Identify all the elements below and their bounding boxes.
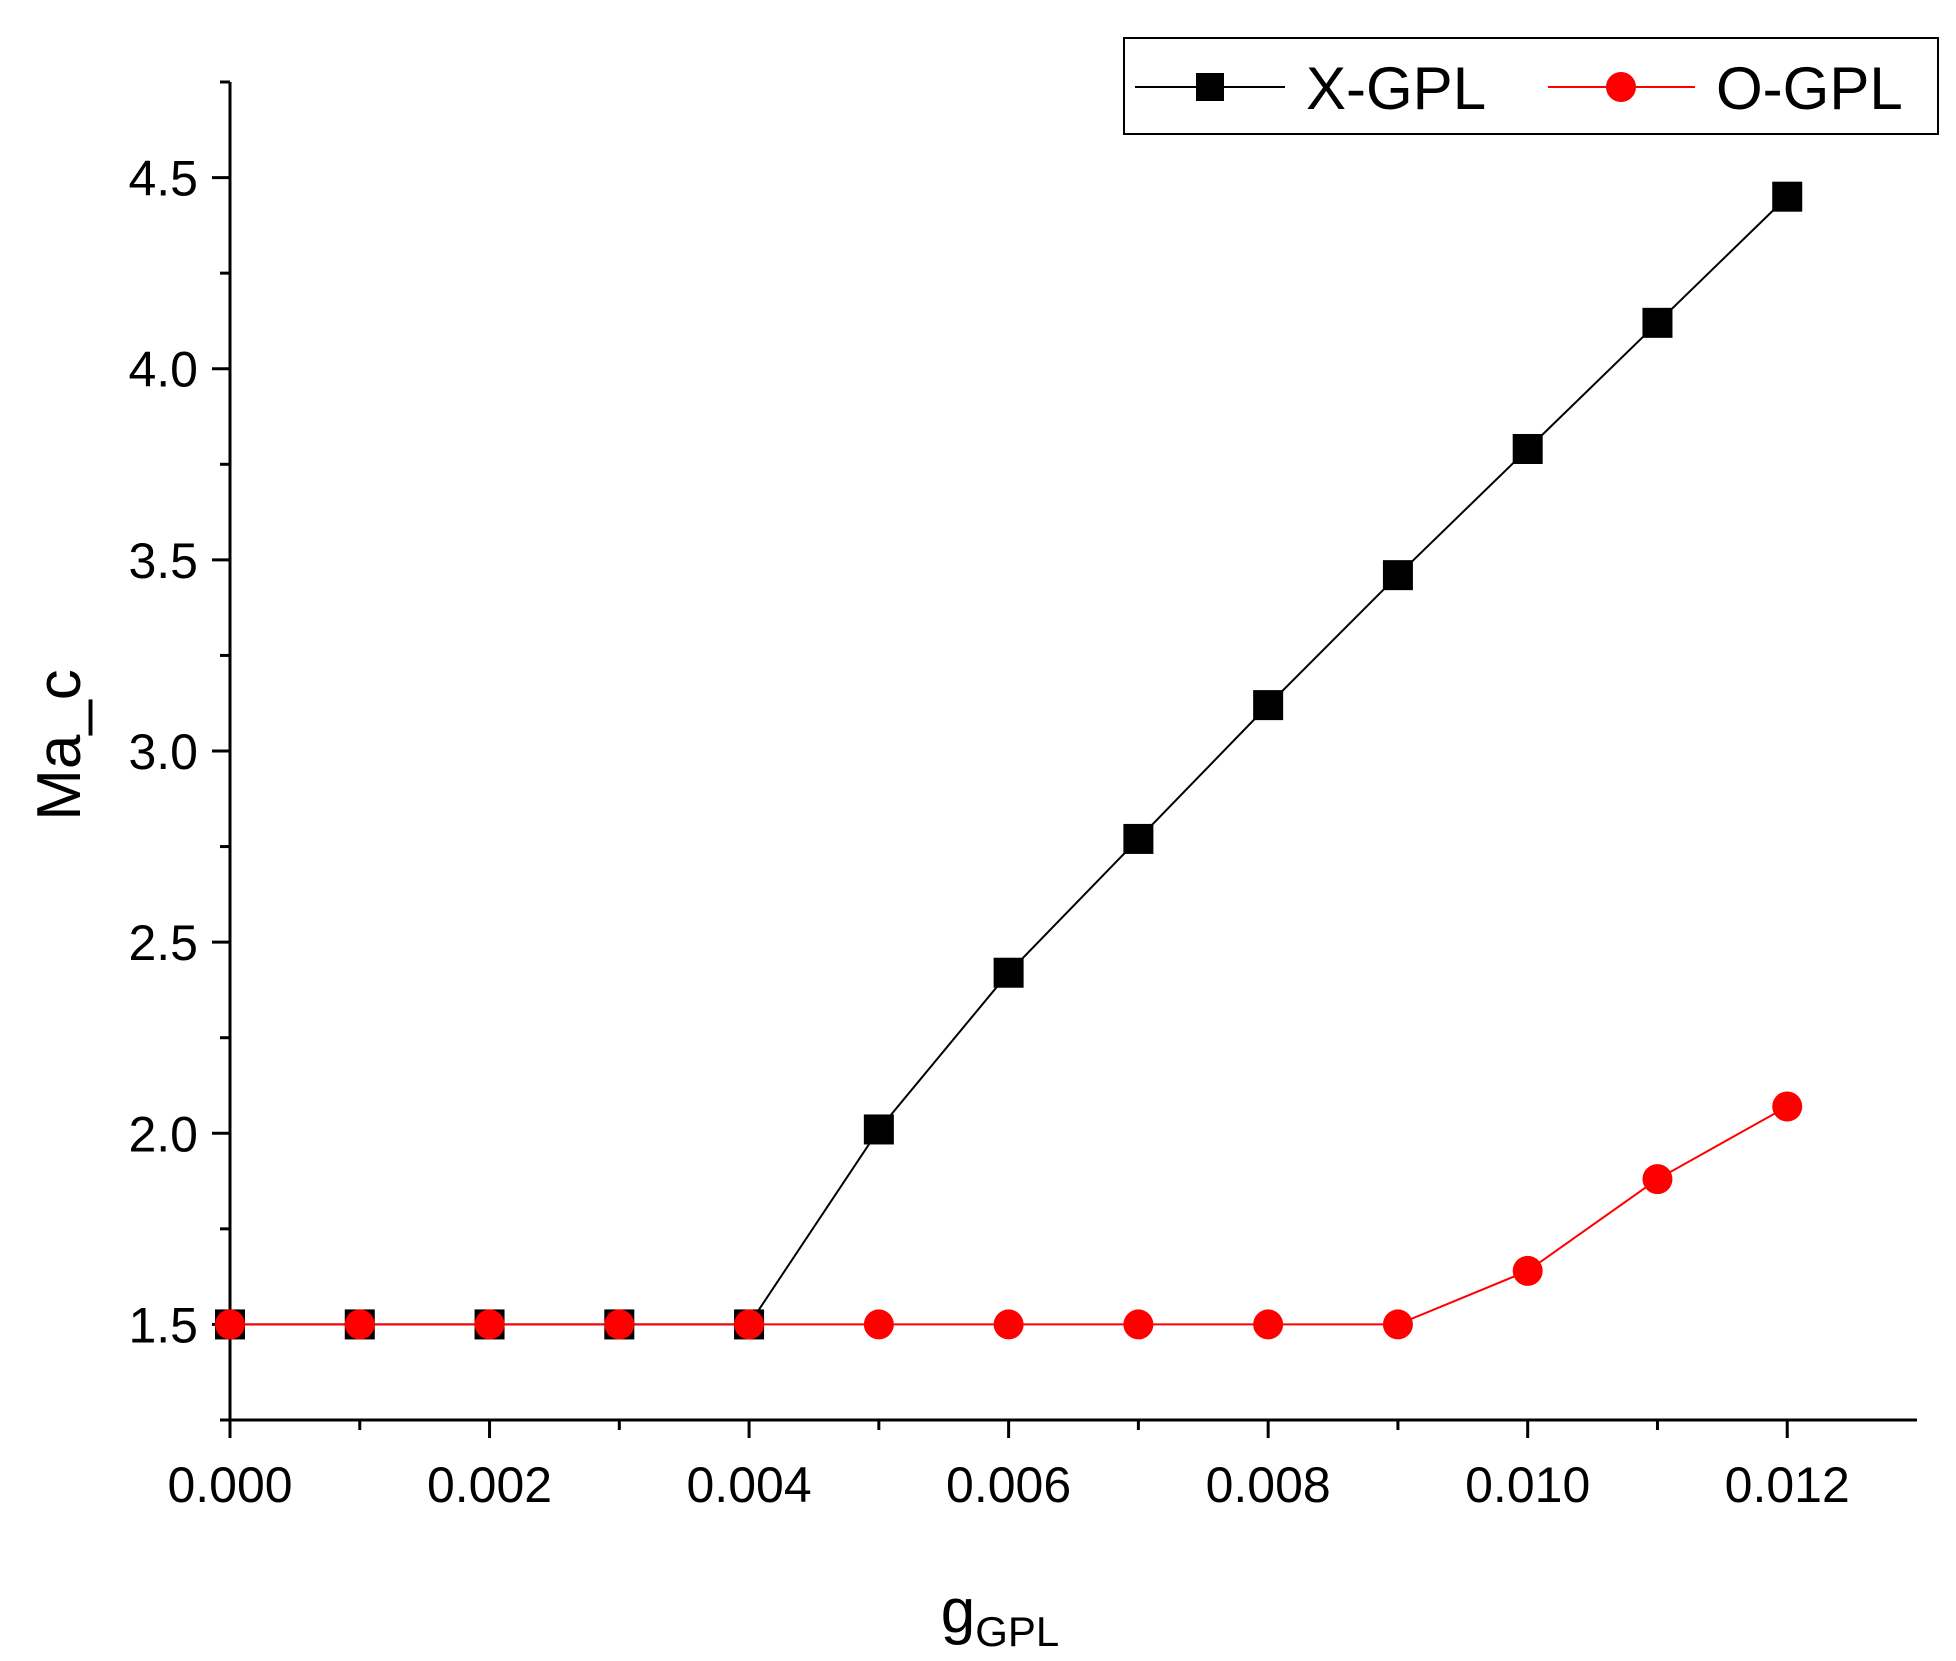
x-axis-label-main: g [941,1577,975,1646]
y-tick-label: 1.5 [128,1297,198,1353]
data-point-o-gpl [1382,1309,1413,1340]
data-point-x-gpl [1642,307,1673,338]
y-tick-label: 3.5 [128,533,198,589]
data-point-o-gpl [734,1309,765,1340]
data-point-o-gpl [344,1309,375,1340]
x-tick-label: 0.002 [427,1457,552,1513]
y-tick-label: 4.0 [128,342,198,398]
data-point-x-gpl [1253,690,1284,721]
legend: X-GPL O-GPL [1123,37,1939,135]
x-tick-label: 0.008 [1206,1457,1331,1513]
data-point-x-gpl [1512,433,1543,464]
data-point-x-gpl [863,1114,894,1145]
data-point-x-gpl [993,957,1024,988]
y-tick-label: 2.0 [128,1106,198,1162]
x-tick-label: 0.012 [1725,1457,1850,1513]
axes: 0.000 0.002 0.004 0.006 0.008 0.010 0.012 1.5 2.… [128,80,1917,1513]
y-axis-label: Ma_c [25,669,94,821]
data-point-o-gpl [993,1309,1024,1340]
plot-series [215,181,1803,1340]
data-point-x-gpl [1772,181,1803,212]
data-point-o-gpl [1772,1091,1803,1122]
data-point-o-gpl [474,1309,505,1340]
x-tick-label: 0.000 [167,1457,292,1513]
x-tick-label: 0.010 [1465,1457,1590,1513]
data-point-o-gpl [215,1309,245,1340]
legend-label-o-gpl: O-GPL [1716,55,1903,122]
series-line-x-gpl [230,195,1788,1326]
y-tick-label: 2.5 [128,915,198,971]
legend-marker-x-gpl [1196,73,1224,101]
data-point-o-gpl [604,1309,635,1340]
x-axis-label: gGPL [941,1577,1060,1655]
data-point-o-gpl [863,1309,894,1340]
data-point-x-gpl [1123,823,1154,854]
x-tick-label: 0.006 [946,1457,1071,1513]
y-tick-label: 4.5 [128,151,198,207]
legend-marker-o-gpl [1606,72,1636,102]
data-point-o-gpl [1123,1309,1154,1340]
data-point-o-gpl [1512,1255,1543,1286]
data-point-x-gpl [1382,560,1413,591]
data-point-o-gpl [1642,1164,1673,1195]
x-axis-label-subscript: GPL [975,1608,1059,1655]
y-tick-label: 3.0 [128,724,198,780]
legend-label-x-gpl: X-GPL [1306,55,1486,122]
series-line-o-gpl [230,1105,1788,1326]
x-tick-label: 0.004 [687,1457,812,1513]
data-point-o-gpl [1253,1309,1284,1340]
